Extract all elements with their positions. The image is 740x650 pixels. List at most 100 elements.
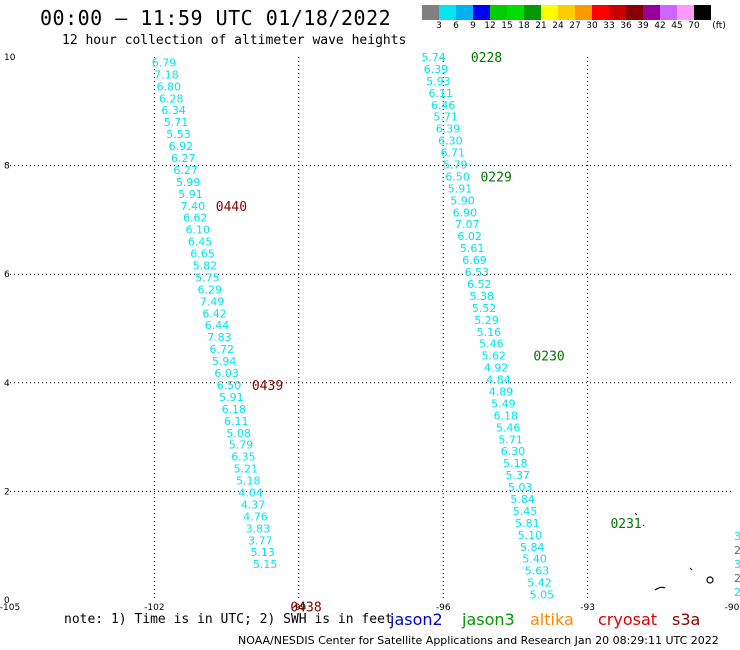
- data-point: 6.92: [169, 140, 194, 153]
- data-point: 5.29: [474, 314, 499, 327]
- legend-value: 27: [569, 21, 581, 31]
- legend-swatch: [660, 5, 677, 20]
- data-point: 5.74: [421, 51, 446, 64]
- data-point: 6.18: [494, 409, 519, 422]
- data-point: 6.50: [217, 379, 242, 392]
- data-point: 5.49: [491, 397, 516, 410]
- y-tick-label: 10: [4, 53, 16, 63]
- legend-value: 21: [535, 21, 547, 31]
- y-tick-label: 2: [4, 487, 10, 497]
- legend-swatch: [609, 5, 626, 20]
- data-point: 5.61: [460, 242, 485, 255]
- data-point: 7.83: [207, 331, 232, 344]
- time-label: 0438: [290, 601, 321, 616]
- x-tick-label: -90: [725, 603, 740, 613]
- data-point: 6.42: [202, 307, 227, 320]
- data-point: 7.49: [200, 295, 225, 308]
- legend-value: 6: [453, 21, 459, 31]
- data-point: 5.93: [426, 75, 451, 88]
- edge-value: 2: [734, 586, 740, 599]
- data-point: 6.69: [462, 254, 487, 267]
- legend-value: 45: [671, 21, 683, 31]
- data-point: 5.16: [477, 326, 502, 339]
- x-tick-label: -102: [144, 603, 164, 613]
- data-point: 5.79: [229, 439, 254, 452]
- legend-value: 30: [586, 21, 598, 31]
- data-point: 5.82: [193, 260, 218, 273]
- data-point: 5.13: [250, 546, 275, 559]
- data-point: 5.91: [178, 188, 203, 201]
- note-text: note: 1) Time is in UTC; 2) SWH is in fe…: [64, 612, 393, 627]
- edge-value: 2: [734, 572, 740, 585]
- satellite-label: jason2: [390, 610, 443, 629]
- legend-value: 3: [436, 21, 442, 31]
- credit-line: NOAA/NESDIS Center for Satellite Applica…: [238, 634, 719, 647]
- data-point: 3.77: [248, 534, 273, 547]
- data-point: 5.40: [522, 553, 547, 566]
- data-point: 5.46: [479, 338, 504, 351]
- data-point: 6.29: [198, 283, 223, 296]
- data-point: 4.89: [489, 385, 514, 398]
- data-point: 6.62: [183, 212, 208, 225]
- data-point: 6.30: [438, 135, 463, 148]
- satellite-label: s3a: [672, 610, 701, 629]
- data-point: 6.34: [161, 104, 186, 117]
- legend-value: 24: [552, 21, 564, 31]
- x-tick-label: -96: [436, 603, 451, 613]
- legend-swatch: [677, 5, 694, 20]
- data-point: 5.75: [195, 271, 220, 284]
- data-point: 6.71: [441, 147, 466, 160]
- y-tick-label: 4: [4, 379, 10, 389]
- legend-value: 42: [654, 21, 666, 31]
- chart-title: 00:00 – 11:59 UTC 01/18/2022: [40, 6, 392, 30]
- data-point: 4.76: [243, 510, 268, 523]
- legend-swatch: [422, 5, 439, 20]
- data-point: 6.18: [222, 403, 247, 416]
- data-point: 5.03: [508, 481, 533, 494]
- data-point: 6.90: [453, 206, 478, 219]
- satellite-label: cryosat: [598, 610, 658, 629]
- data-point: 5.21: [234, 463, 259, 476]
- data-point: 5.90: [450, 194, 475, 207]
- legend-unit: (ft): [712, 21, 726, 31]
- data-point: 6.65: [190, 248, 215, 261]
- data-point: 6.72: [210, 343, 235, 356]
- data-point: 6.03: [214, 367, 239, 380]
- data-point: 6.27: [173, 164, 198, 177]
- legend-value: 9: [470, 21, 476, 31]
- legend-value: 39: [637, 21, 649, 31]
- data-point: 5.84: [510, 493, 535, 506]
- data-point: 6.45: [188, 236, 213, 249]
- data-point: 6.52: [467, 278, 492, 291]
- data-point: 4.84: [486, 374, 511, 387]
- data-point: 5.45: [513, 505, 538, 518]
- data-point: 6.39: [424, 63, 449, 76]
- legend-swatch: [456, 5, 473, 20]
- x-tick-label: -99: [291, 603, 306, 613]
- legend-swatch: [694, 5, 711, 20]
- legend-swatch: [490, 5, 507, 20]
- data-point: 6.50: [445, 170, 470, 183]
- data-point: 5.52: [472, 302, 497, 315]
- legend-swatch: [507, 5, 524, 20]
- data-point: 5.37: [506, 469, 531, 482]
- legend-value: 12: [484, 21, 496, 31]
- x-tick-label: -93: [580, 603, 595, 613]
- data-point: 4.04: [238, 486, 263, 499]
- data-point: 5.79: [443, 159, 468, 172]
- legend-swatch: [626, 5, 643, 20]
- data-point: 5.71: [164, 116, 189, 129]
- data-point: 5.05: [530, 589, 555, 602]
- data-point: 5.53: [166, 128, 191, 141]
- edge-value: 3: [734, 530, 740, 543]
- legend-value: 33: [603, 21, 615, 31]
- legend-swatch: [473, 5, 490, 20]
- legend-swatch: [524, 5, 541, 20]
- data-point: 5.84: [520, 541, 545, 554]
- satellite-label: altika: [530, 610, 574, 629]
- data-point: 5.81: [515, 517, 540, 530]
- data-point: 6.28: [159, 92, 184, 105]
- data-point: 5.62: [481, 350, 506, 363]
- data-point: 5.46: [496, 421, 521, 434]
